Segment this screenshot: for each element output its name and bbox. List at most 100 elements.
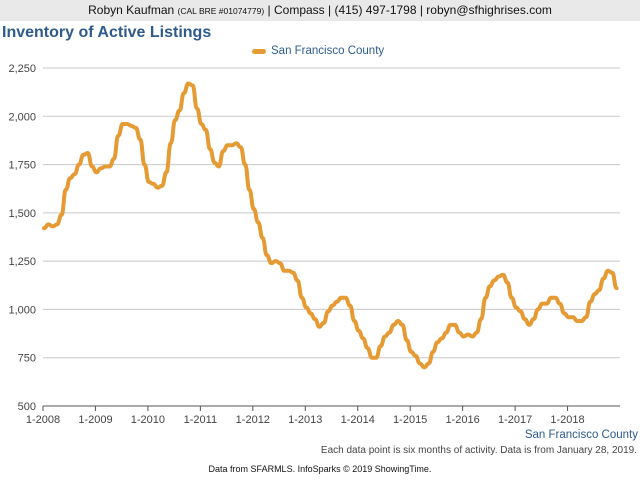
data-point (125, 122, 129, 126)
data-point (602, 277, 605, 280)
data-point (606, 269, 610, 272)
data-point (55, 223, 59, 226)
data-point (528, 323, 531, 327)
data-point (47, 223, 50, 226)
data-point (213, 161, 216, 164)
data-point (287, 269, 290, 272)
y-tick-label: 750 (18, 353, 36, 365)
agent-license: (CAL BRE #01074779) (177, 6, 265, 16)
x-tick-label: 1-2008 (26, 414, 60, 426)
data-point (549, 296, 553, 300)
data-point (169, 142, 172, 145)
data-point (138, 138, 142, 141)
agent-contact: | Compass | (415) 497-1798 | robyn@sfhig… (267, 3, 552, 17)
data-point (283, 269, 286, 272)
data-point (73, 173, 76, 176)
x-axis: 1-2008 1-2009 1-2010 1-2011 1-2012 1-2013 1-20… (26, 405, 620, 426)
data-point (51, 225, 54, 228)
data-point (396, 319, 400, 323)
data-point (300, 296, 304, 300)
x-tick-label: 1-2011 (184, 414, 217, 426)
data-point (458, 331, 461, 334)
x-tick-label: 1-2015 (393, 414, 427, 426)
data-point (152, 182, 155, 186)
data-point (108, 165, 111, 168)
data-point (60, 213, 63, 216)
x-tick-label: 1-2012 (236, 414, 270, 426)
data-point (230, 144, 234, 147)
data-point (208, 147, 212, 151)
data-point (99, 167, 103, 170)
data-point (580, 319, 583, 323)
data-point (392, 323, 395, 327)
data-point (423, 366, 426, 369)
header-bar: Robyn Kaufman (CAL BRE #01074779) | Comp… (0, 0, 640, 21)
data-point (510, 296, 513, 300)
data-point (541, 302, 544, 305)
legend-swatch (252, 48, 266, 54)
data-point (291, 271, 295, 274)
data-point (326, 310, 330, 313)
data-point (112, 157, 116, 160)
data-point (147, 180, 151, 184)
data-point (173, 118, 177, 122)
data-point (388, 331, 391, 334)
series-layer (42, 81, 619, 370)
data-point (313, 317, 317, 321)
data-point (265, 254, 269, 257)
data-point (615, 286, 618, 290)
x-tick-label: 1-2010 (131, 414, 165, 426)
data-point (361, 337, 365, 340)
legend-label: San Francisco County (271, 45, 385, 57)
data-point (493, 279, 496, 282)
data-point (431, 350, 435, 354)
data-point (501, 273, 505, 276)
data-point (519, 310, 522, 313)
data-point (370, 356, 374, 359)
data-point (77, 163, 81, 166)
data-point (187, 82, 190, 85)
data-point (593, 292, 596, 296)
data-point (414, 354, 417, 357)
data-point (278, 261, 282, 265)
x-tick-label: 1-2017 (498, 414, 532, 426)
data-point (506, 281, 509, 284)
legend: San Francisco County (252, 45, 384, 57)
data-point (571, 315, 575, 319)
data-point (69, 176, 72, 180)
data-point (523, 317, 527, 321)
data-point (497, 275, 500, 278)
data-point (64, 188, 68, 191)
data-point (86, 151, 89, 155)
data-point (405, 339, 409, 342)
data-point (597, 288, 601, 292)
data-point (532, 317, 535, 321)
data-point (427, 362, 430, 365)
grid (43, 67, 620, 407)
data-point (562, 312, 566, 315)
data-point (536, 308, 540, 311)
data-point (375, 356, 378, 359)
footer-credit: Data from SFARMLS. InfoSparks © 2019 Sho… (208, 464, 432, 474)
x-tick-label: 1-2016 (446, 414, 480, 426)
data-point (611, 271, 614, 274)
y-tick-label: 1,000 (8, 304, 36, 316)
y-tick-label: 1,750 (8, 160, 36, 172)
data-point (444, 331, 448, 334)
data-point (449, 323, 452, 327)
data-point (558, 302, 562, 305)
data-point (576, 319, 579, 323)
data-point (357, 329, 360, 332)
data-point (418, 362, 422, 365)
data-point (318, 325, 321, 329)
data-point (103, 165, 107, 168)
data-point (274, 259, 277, 263)
data-point (344, 296, 347, 300)
data-point (248, 188, 251, 191)
data-point (436, 341, 439, 344)
data-point (261, 236, 264, 240)
data-point (340, 296, 343, 300)
data-point (160, 184, 164, 188)
data-point (178, 109, 181, 112)
data-point (589, 300, 592, 303)
